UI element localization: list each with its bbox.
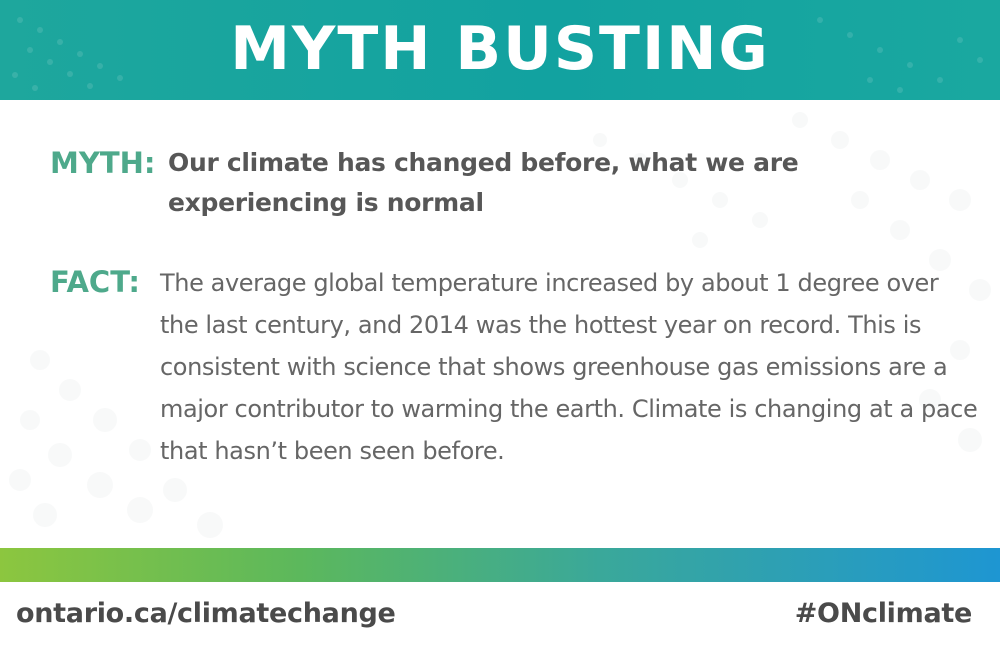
header-band: MYTH BUSTING — [0, 0, 1000, 100]
myth-statement: Our climate has changed before, what we … — [168, 148, 799, 217]
fact-label: FACT: — [50, 265, 141, 299]
gradient-footer-bar — [0, 548, 1000, 582]
header-title: MYTH BUSTING — [230, 14, 770, 84]
header-dot-pattern — [12, 17, 983, 93]
fact-statement: The average global temperature increased… — [160, 269, 978, 465]
footer-url-link[interactable]: ontario.ca/climatechange — [16, 598, 396, 629]
myth-label: MYTH: — [50, 146, 156, 180]
footer-hashtag[interactable]: #ONclimate — [794, 598, 973, 629]
